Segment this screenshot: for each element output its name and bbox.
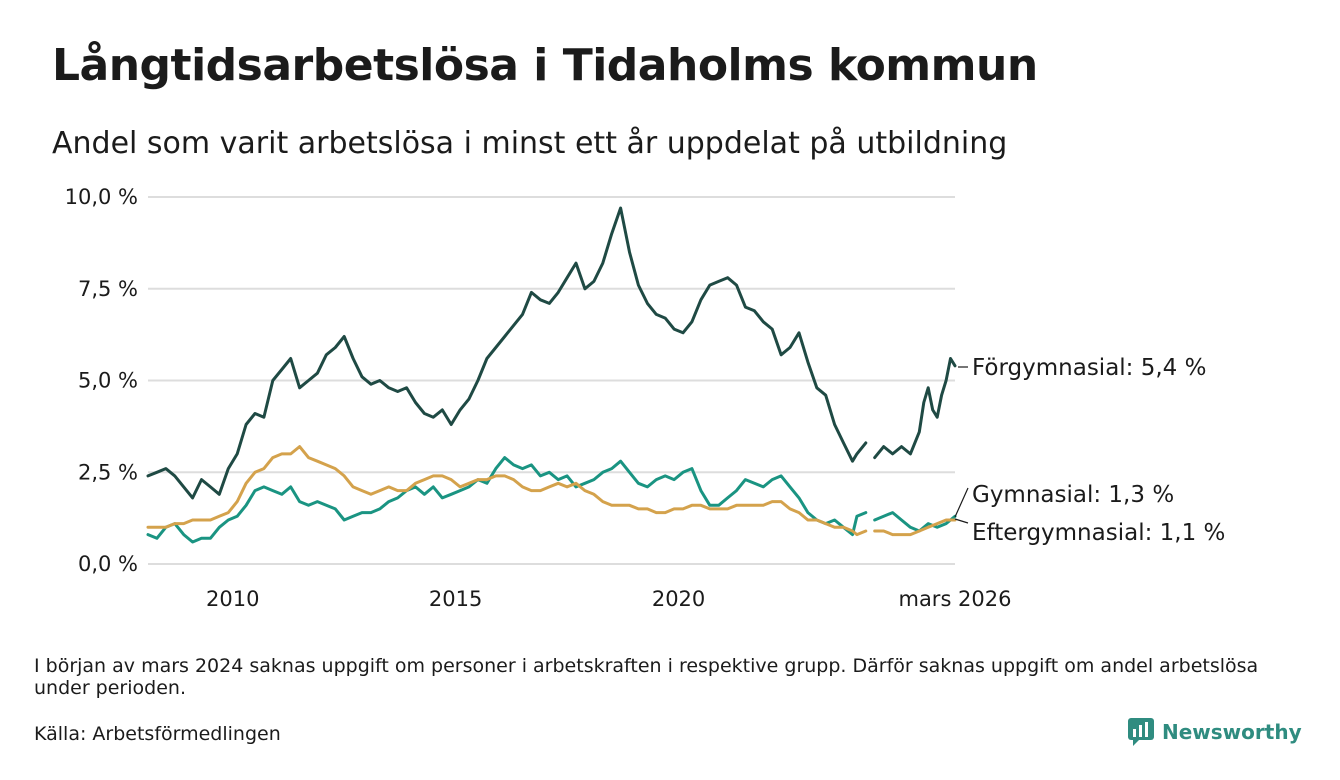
y-tick-label: 2,5 % <box>78 460 138 484</box>
x-tick-label: 2020 <box>652 587 705 611</box>
series-line-gymnasial <box>146 456 868 544</box>
series-line-eftergymnasial <box>146 445 868 537</box>
source-note: Källa: Arbetsförmedlingen <box>34 723 281 745</box>
newsworthy-chart-icon <box>1128 718 1154 746</box>
y-tick-label: 7,5 % <box>78 277 138 301</box>
series-line-förgymnasial <box>873 357 957 460</box>
x-tick-label: 2015 <box>429 587 482 611</box>
series-line-eftergymnasial <box>873 518 957 537</box>
footnote: I början av mars 2024 saknas uppgift om … <box>34 655 1259 699</box>
brand-logo: Newsworthy <box>1128 718 1302 746</box>
y-tick-label: 5,0 % <box>78 369 138 393</box>
grid-lines <box>148 196 955 565</box>
label-leader-line <box>954 518 969 524</box>
chart-title: Långtidsarbetslösa i Tidaholms kommun <box>52 40 1038 91</box>
axis-labels: 0,0 % 2,5 % 5,0 % 7,5 % 10,0 % 2010 2015 2020 ma… <box>65 185 1012 611</box>
chart-subtitle: Andel som varit arbetslösa i minst ett å… <box>52 126 1008 161</box>
label-leader-line <box>954 487 969 518</box>
series-labels: Förgymnasial: 5,4 % Gymnasial: 1,3 % Efter… <box>954 355 1225 546</box>
series-lines <box>146 206 957 544</box>
series-line-gymnasial <box>873 511 957 533</box>
brand-name: Newsworthy <box>1162 720 1302 744</box>
x-tick-label: 2010 <box>206 587 259 611</box>
series-line-förgymnasial <box>146 206 868 500</box>
y-tick-label: 0,0 % <box>78 552 138 576</box>
x-tick-label: mars 2026 <box>898 587 1011 611</box>
y-tick-label: 10,0 % <box>65 185 138 209</box>
series-end-label: Förgymnasial: 5,4 % <box>972 355 1206 381</box>
series-end-label: Gymnasial: 1,3 % <box>972 482 1174 508</box>
series-end-label: Eftergymnasial: 1,1 % <box>972 520 1225 546</box>
line-chart: Förgymnasial: 5,4 % Gymnasial: 1,3 % Efter… <box>65 185 1226 611</box>
